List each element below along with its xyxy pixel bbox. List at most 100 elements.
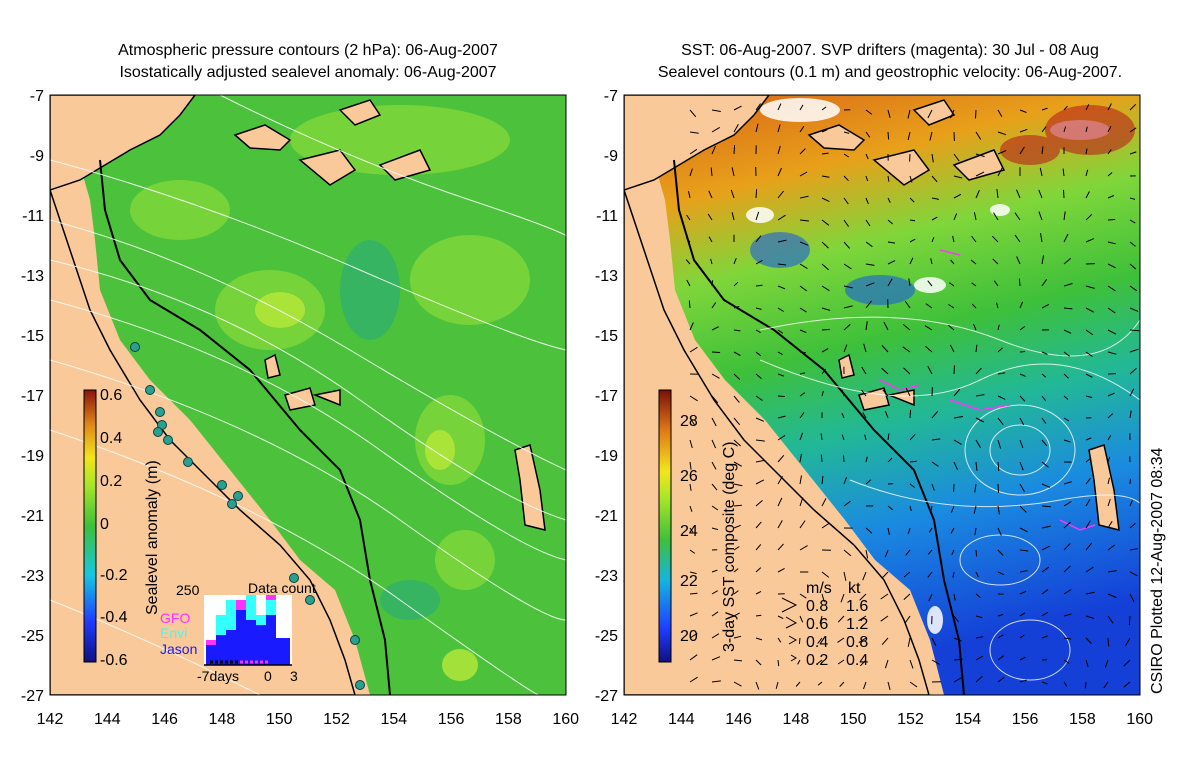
x-tick-label: 156 bbox=[438, 711, 465, 728]
velocity-arrow bbox=[1085, 615, 1095, 619]
velocity-arrow bbox=[1041, 107, 1048, 111]
velocity-arrow bbox=[843, 455, 845, 463]
velocity-arrow bbox=[843, 175, 849, 182]
velocity-arrow bbox=[909, 175, 913, 183]
velocity-arrow bbox=[799, 307, 807, 313]
velocity-arrow bbox=[689, 571, 697, 575]
left-x-axis-ticks: 142 144 146 148 150 152 154 156 158 160 bbox=[37, 711, 579, 728]
y-tick-label: -7 bbox=[30, 88, 44, 105]
y-tick-label: -25 bbox=[21, 628, 44, 645]
tide-gauge-marker bbox=[355, 680, 365, 690]
legend-gfo: GFO bbox=[160, 610, 190, 626]
sla-colorbar bbox=[83, 389, 97, 663]
velocity-arrow bbox=[1129, 571, 1138, 577]
velocity-arrow bbox=[711, 395, 719, 404]
velocity-arrow bbox=[1129, 410, 1132, 419]
velocity-arrow bbox=[997, 527, 1002, 536]
velocity-arrow bbox=[925, 303, 933, 309]
velocity-arrow bbox=[689, 148, 698, 155]
sealevel-contour bbox=[759, 359, 1140, 401]
velocity-arrow bbox=[887, 241, 896, 244]
velocity-arrow bbox=[887, 131, 890, 140]
velocity-arrow bbox=[843, 241, 851, 249]
velocity-arrow bbox=[708, 190, 713, 199]
velocity-arrow bbox=[952, 571, 955, 578]
velocity-arrow bbox=[1019, 570, 1028, 573]
velocity-arrow bbox=[733, 124, 739, 133]
velocity-arrow bbox=[1063, 283, 1073, 287]
velocity-arrow bbox=[997, 571, 1005, 576]
velocity-legend-arrow bbox=[785, 616, 798, 629]
pressure-contour bbox=[50, 599, 261, 695]
sst-colorbar-label: 3-day SST composite (deg C) bbox=[721, 442, 738, 652]
velocity-arrow bbox=[685, 259, 691, 265]
velocity-arrow bbox=[1019, 373, 1026, 377]
velocity-arrow bbox=[755, 521, 762, 529]
velocity-arrow bbox=[1019, 417, 1025, 426]
velocity-arrow bbox=[777, 351, 783, 356]
velocity-arrow bbox=[975, 461, 978, 471]
velocity-arrow bbox=[974, 483, 977, 493]
velocity-arrow bbox=[950, 109, 955, 119]
right-map-frame bbox=[623, 94, 1141, 696]
velocity-arrow bbox=[689, 346, 698, 353]
velocity-arrow bbox=[689, 417, 696, 426]
velocity-arrow bbox=[777, 567, 785, 573]
velocity-arrow bbox=[953, 439, 962, 445]
velocity-arrow bbox=[907, 527, 911, 534]
y-tick-label: -19 bbox=[21, 448, 44, 465]
velocity-arrow bbox=[859, 593, 867, 601]
velocity-arrow bbox=[953, 365, 955, 375]
velocity-arrow bbox=[817, 681, 823, 686]
velocity-arrow bbox=[799, 372, 806, 375]
data-count-xtick: 3 bbox=[290, 668, 298, 684]
velocity-arrow bbox=[1063, 395, 1069, 400]
y-tick-label: -17 bbox=[21, 388, 44, 405]
left-map-frame bbox=[49, 94, 567, 696]
velocity-arrow bbox=[1107, 351, 1117, 355]
sla-peak-blob bbox=[442, 649, 478, 681]
velocity-arrow bbox=[1129, 367, 1137, 375]
velocity-arrow bbox=[816, 659, 823, 665]
velocity-arrow bbox=[711, 280, 714, 287]
velocity-arrow bbox=[777, 307, 784, 312]
velocity-arrow bbox=[1085, 285, 1095, 289]
velocity-arrow bbox=[843, 197, 849, 205]
velocity-arrow bbox=[971, 235, 977, 243]
x-tick-label: 160 bbox=[552, 711, 579, 728]
left-title-line1: Atmospheric pressure contours (2 hPa): 0… bbox=[118, 42, 498, 59]
velocity-arrow bbox=[733, 281, 739, 287]
velocity-arrow bbox=[711, 326, 719, 331]
velocity-arrow bbox=[686, 279, 691, 287]
velocity-arrow bbox=[1129, 103, 1137, 111]
velocity-arrow bbox=[1018, 278, 1021, 287]
velocity-arrow bbox=[927, 280, 933, 287]
velocity-arrow bbox=[902, 346, 911, 353]
velocity-arrow bbox=[1019, 395, 1026, 402]
velocity-arrow bbox=[1041, 611, 1049, 617]
velocity-arrow bbox=[689, 483, 692, 491]
velocity-arrow bbox=[733, 612, 740, 617]
cloud-mask bbox=[927, 606, 943, 634]
velocity-legend-arrow bbox=[781, 597, 798, 613]
velocity-arrow bbox=[1041, 278, 1048, 287]
velocity-arrow bbox=[1107, 125, 1112, 133]
velocity-arrow bbox=[821, 129, 828, 133]
velocity-arrow bbox=[841, 389, 845, 397]
velocity-arrow bbox=[799, 412, 805, 419]
velocity-arrow bbox=[821, 368, 827, 375]
velocity-arrow bbox=[865, 549, 869, 559]
y-tick-label: -27 bbox=[21, 688, 44, 705]
velocity-arrow bbox=[1063, 126, 1067, 133]
velocity-arrow bbox=[884, 410, 889, 419]
velocity-legend-header-kt: kt bbox=[848, 580, 861, 597]
velocity-arrow bbox=[1085, 169, 1089, 177]
velocity-arrow bbox=[887, 505, 894, 511]
velocity-arrow bbox=[930, 258, 933, 265]
velocity-arrow bbox=[777, 263, 787, 266]
velocity-arrow bbox=[1019, 679, 1027, 683]
velocity-arrow bbox=[1107, 570, 1117, 573]
velocity-arrow bbox=[755, 479, 765, 485]
velocity-arrow bbox=[799, 126, 805, 133]
velocity-arrow bbox=[689, 505, 693, 512]
